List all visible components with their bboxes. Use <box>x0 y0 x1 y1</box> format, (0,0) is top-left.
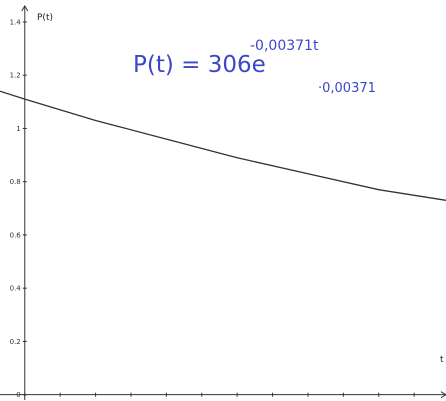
x-ticks: 0102030405060708090100110 <box>23 392 421 401</box>
axes <box>0 5 446 400</box>
y-axis-arrow <box>21 5 29 12</box>
y-tick-label: 1.2 <box>10 72 21 80</box>
x-axis-label: t <box>440 355 444 365</box>
series <box>0 90 446 201</box>
series-line <box>0 90 446 201</box>
y-tick-label: 0.8 <box>10 178 21 186</box>
x-axis-arrow <box>440 391 446 399</box>
formula-exponent: -0,00371t <box>250 38 319 54</box>
y-tick-label: 0.2 <box>10 338 21 346</box>
y-tick-label: 0.6 <box>10 231 22 239</box>
formula-note: ·0,00371 <box>318 81 376 96</box>
y-axis-label: P(t) <box>37 13 53 23</box>
y-tick-label: 0.4 <box>10 285 22 293</box>
y-tick-label: 0 <box>16 391 20 399</box>
y-tick-label: 1.4 <box>10 18 22 26</box>
y-tick-label: 1 <box>16 125 20 133</box>
formula-main: P(t) = 306e <box>133 52 266 78</box>
y-ticks: 0 0.2 0.4 0.6 0.8 1 1.2 1.4 <box>10 18 27 399</box>
